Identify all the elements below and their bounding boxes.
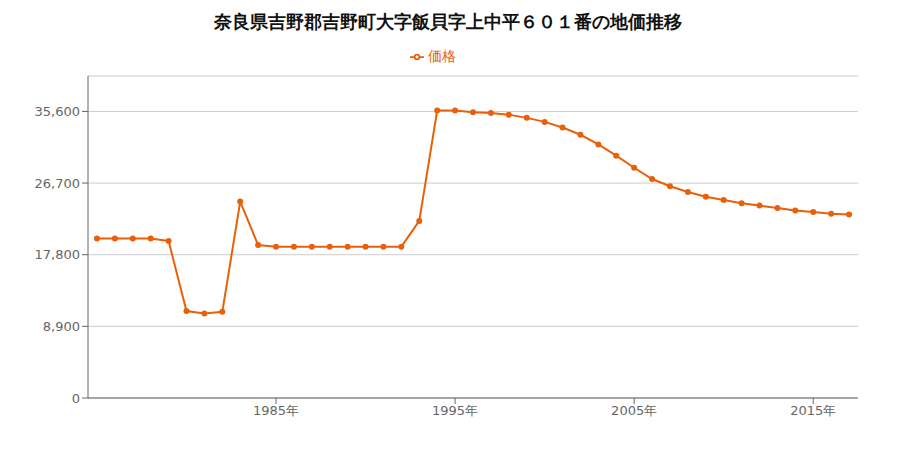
svg-text:2005年: 2005年 [611, 403, 657, 418]
html-text:奈良県吉野郡吉野町大字飯貝字上中平６０１番の地価推移: 奈良県吉野郡吉野町大字飯貝字上中平６０１番の地価推移 [214, 11, 682, 32]
svg-text:2015年: 2015年 [790, 403, 836, 418]
svg-text:1995年: 1995年 [432, 403, 478, 418]
svg-text:1985年: 1985年 [253, 403, 299, 418]
svg-text:8,900: 8,900 [43, 319, 80, 334]
svg-text:0: 0 [72, 391, 80, 406]
svg-text:35,600: 35,600 [35, 104, 81, 119]
svg-text:17,800: 17,800 [35, 247, 81, 262]
html-text:価格: 価格 [428, 48, 456, 64]
svg-text:26,700: 26,700 [35, 176, 81, 191]
